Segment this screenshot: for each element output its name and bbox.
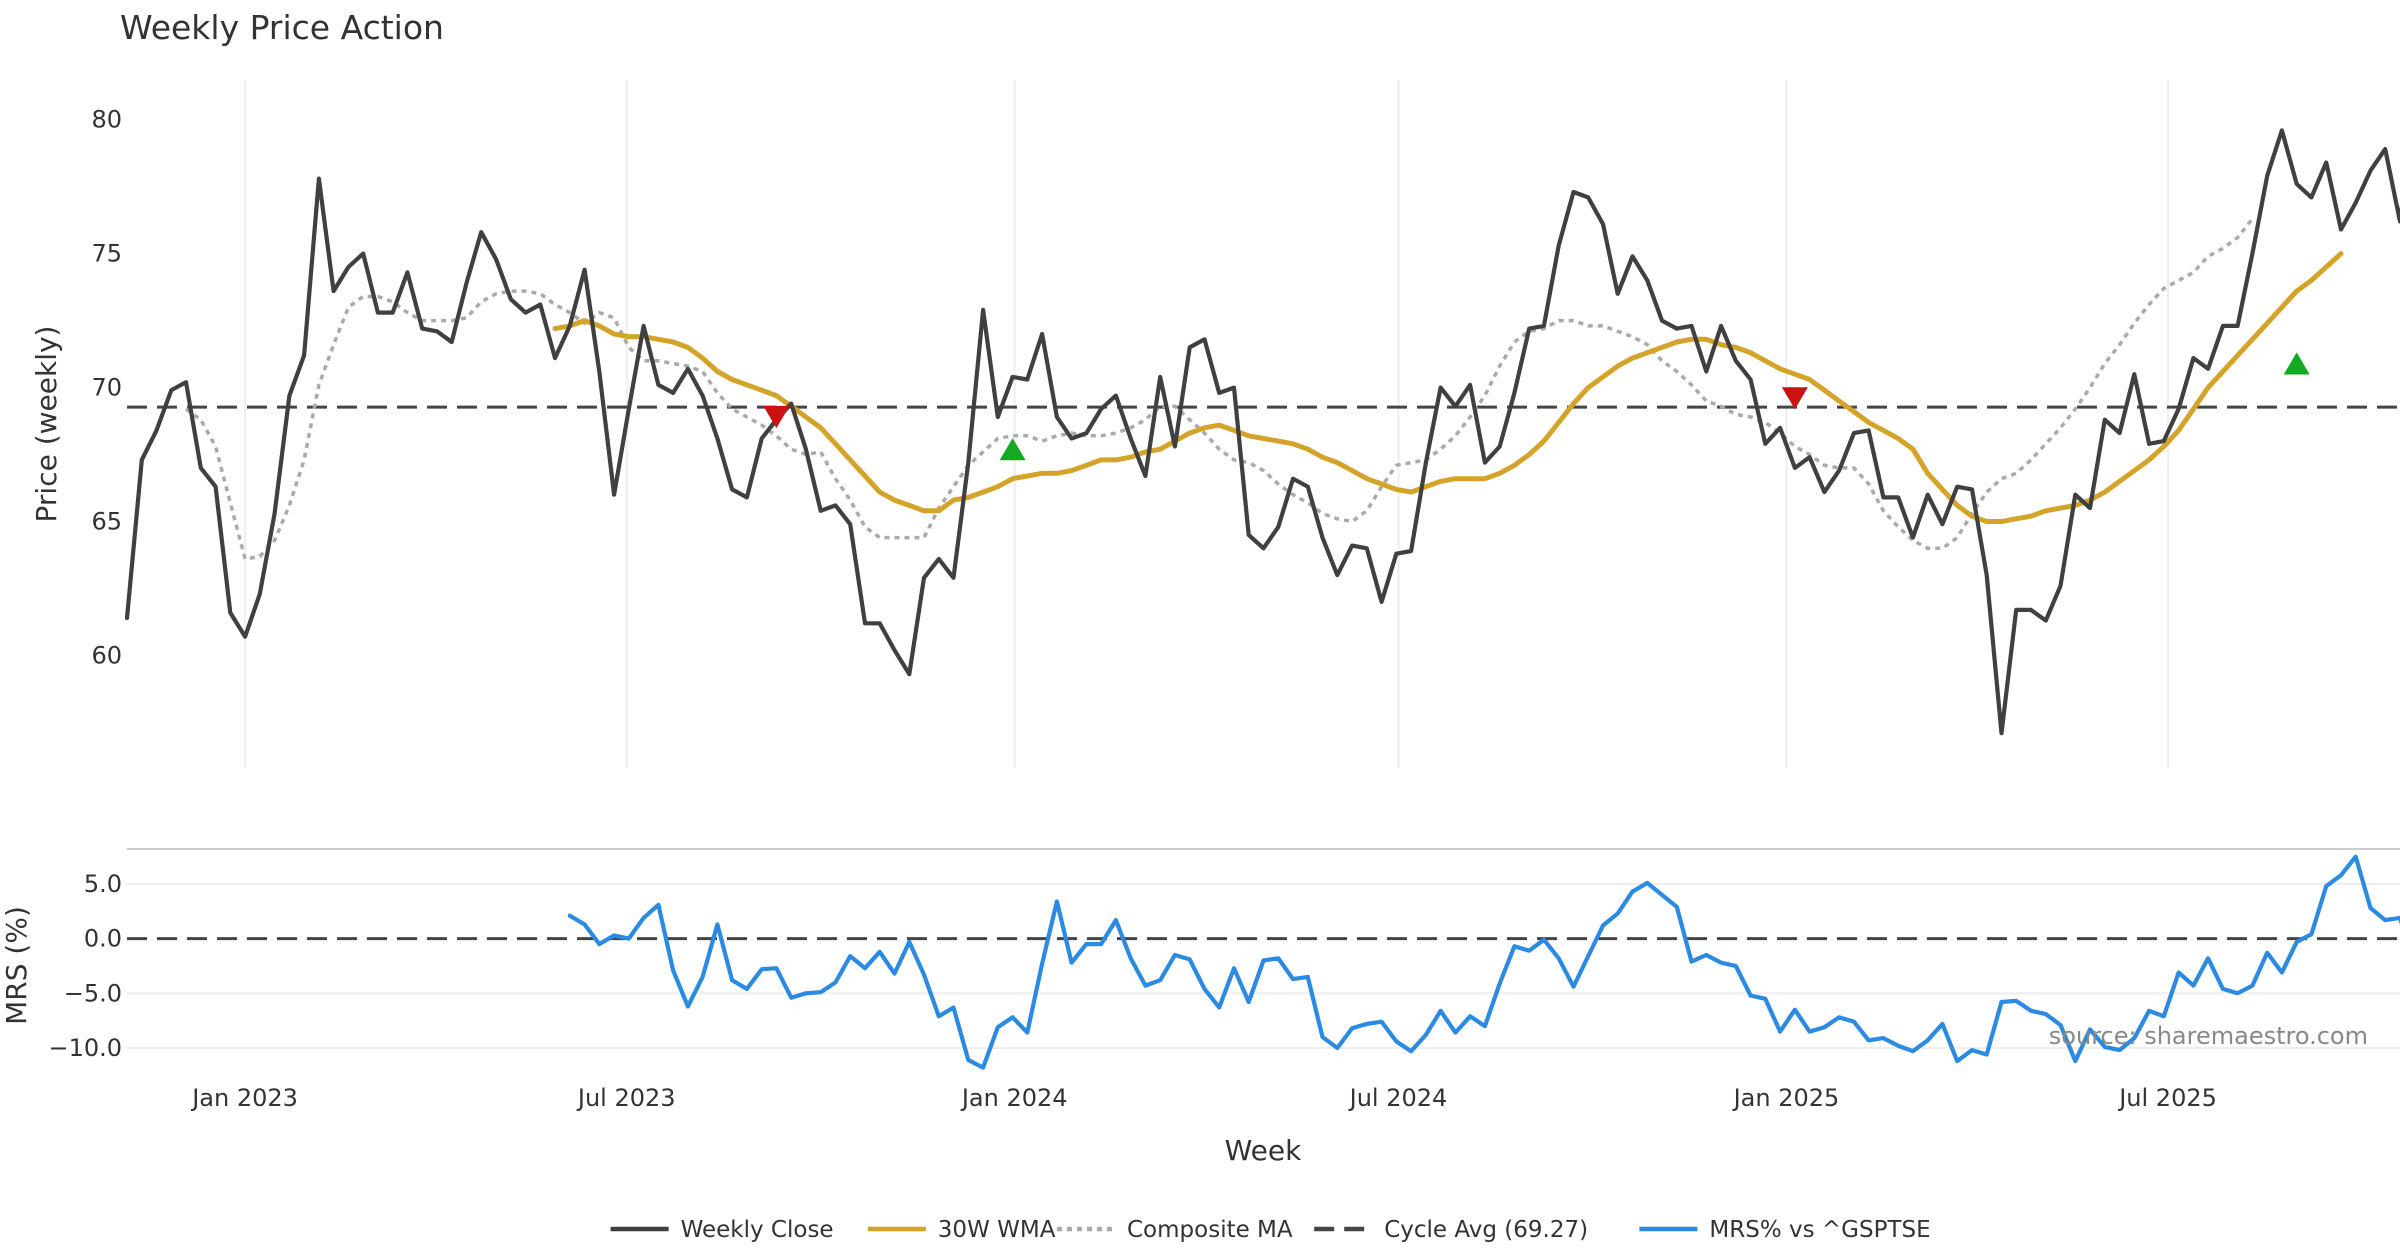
mrs-y-tick-label: 5.0: [84, 870, 122, 898]
legend-label: 30W WMA: [938, 1217, 1056, 1243]
mrs-y-axis-ticks: 5.0 0.0 −5.0 −10.0: [48, 870, 122, 1062]
price-y-tick-label: 70: [91, 374, 122, 402]
source-annotation: source: sharemaestro.com: [2049, 1022, 2368, 1050]
legend-item: Weekly Close: [610, 1217, 834, 1243]
x-tick-label: Jul 2024: [1348, 1084, 1448, 1112]
x-tick-label: Jul 2025: [2117, 1084, 2217, 1112]
series-line-composite-ma: [184, 217, 2254, 561]
sell-signal-marker: [763, 406, 790, 429]
price-y-tick-label: 65: [91, 508, 122, 536]
buy-signal-marker: [999, 438, 1026, 461]
legend-item: Cycle Avg (69.27): [1314, 1217, 1588, 1243]
chart-title: Weekly Price Action: [120, 8, 444, 47]
price-y-tick-label: 75: [91, 240, 122, 268]
mrs-y-tick-label: −5.0: [64, 979, 122, 1007]
mrs-panel: 5.0 0.0 −5.0 −10.0 MRS (%) source: sharemae…: [0, 848, 2400, 1070]
mrs-y-axis-label: MRS (%): [0, 906, 33, 1025]
signal-markers: [763, 352, 2310, 461]
series-line-mrs-vs-gsptse: [567, 854, 2400, 1070]
mrs-series-group: [127, 854, 2400, 1070]
mrs-y-tick-label: 0.0: [84, 925, 122, 953]
legend-label: MRS% vs ^GSPTSE: [1709, 1217, 1930, 1243]
price-grid: [244, 80, 2170, 768]
legend-item: 30W WMA: [867, 1217, 1056, 1243]
legend-item: Composite MA: [1057, 1217, 1293, 1243]
x-tick-label: Jul 2023: [576, 1084, 676, 1112]
price-y-axis-label: Price (weekly): [30, 326, 63, 523]
legend-label: Composite MA: [1127, 1217, 1293, 1243]
x-tick-label: Jan 2025: [1732, 1084, 1840, 1112]
price-y-tick-label: 80: [91, 106, 122, 134]
sell-signal-marker: [1781, 387, 1808, 410]
series-line-weekly-close: [124, 128, 2400, 736]
legend-item: MRS% vs ^GSPTSE: [1639, 1217, 1931, 1243]
legend: Weekly Close 30W WMA Composite MA Cycle Avg…: [610, 1217, 1931, 1243]
price-y-tick-label: 60: [91, 641, 122, 669]
price-y-axis-ticks: 60 65 70 75 80: [91, 106, 122, 670]
x-tick-label: Jan 2024: [960, 1084, 1068, 1112]
x-tick-label: Jan 2023: [190, 1084, 298, 1112]
mrs-grid: [127, 882, 2400, 1049]
legend-label: Weekly Close: [681, 1217, 834, 1243]
series-line-30w-wma: [552, 251, 2344, 524]
x-axis-ticks: Jan 2023 Jul 2023 Jan 2024 Jul 2024 Jan 2025…: [190, 1084, 2217, 1112]
x-axis-label: Week: [1225, 1134, 1302, 1167]
price-panel: 60 65 70 75 80 Price (weekly): [30, 80, 2400, 768]
legend-label: Cycle Avg (69.27): [1384, 1217, 1588, 1243]
price-series-group: [124, 128, 2400, 736]
buy-signal-marker: [2283, 352, 2310, 375]
mrs-y-tick-label: −10.0: [48, 1034, 122, 1062]
